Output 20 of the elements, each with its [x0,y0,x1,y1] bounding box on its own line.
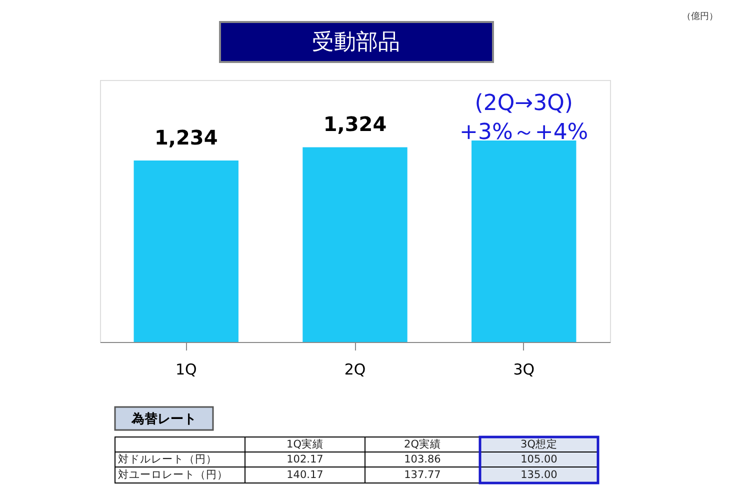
chart-title: 受動部品 [312,30,400,55]
annotation: (2Q→3Q) +3%～+4% [460,91,588,145]
x-tick-label: 1Q [175,360,197,378]
text: 105.00 [520,454,558,466]
text: 137.77 [404,469,441,481]
text: （億円） [682,11,718,22]
text: 為替レート [130,412,196,427]
text: 3Q想定 [520,438,558,450]
data-label: 1,324 [323,112,387,136]
text: 2Q実績 [404,438,441,450]
text: 対ドルレート（円） [118,452,217,466]
text: 102.17 [286,454,324,466]
text: 1Q実績 [286,438,324,450]
text: 140.17 [286,469,324,481]
text: 対ユーロレート（円） [118,468,228,481]
text: 103.86 [404,454,442,466]
x-tick-label: 3Q [513,360,535,378]
data-label: 1,234 [154,125,218,150]
x-tick-label: 2Q [344,360,366,378]
text: 135.00 [520,469,558,481]
